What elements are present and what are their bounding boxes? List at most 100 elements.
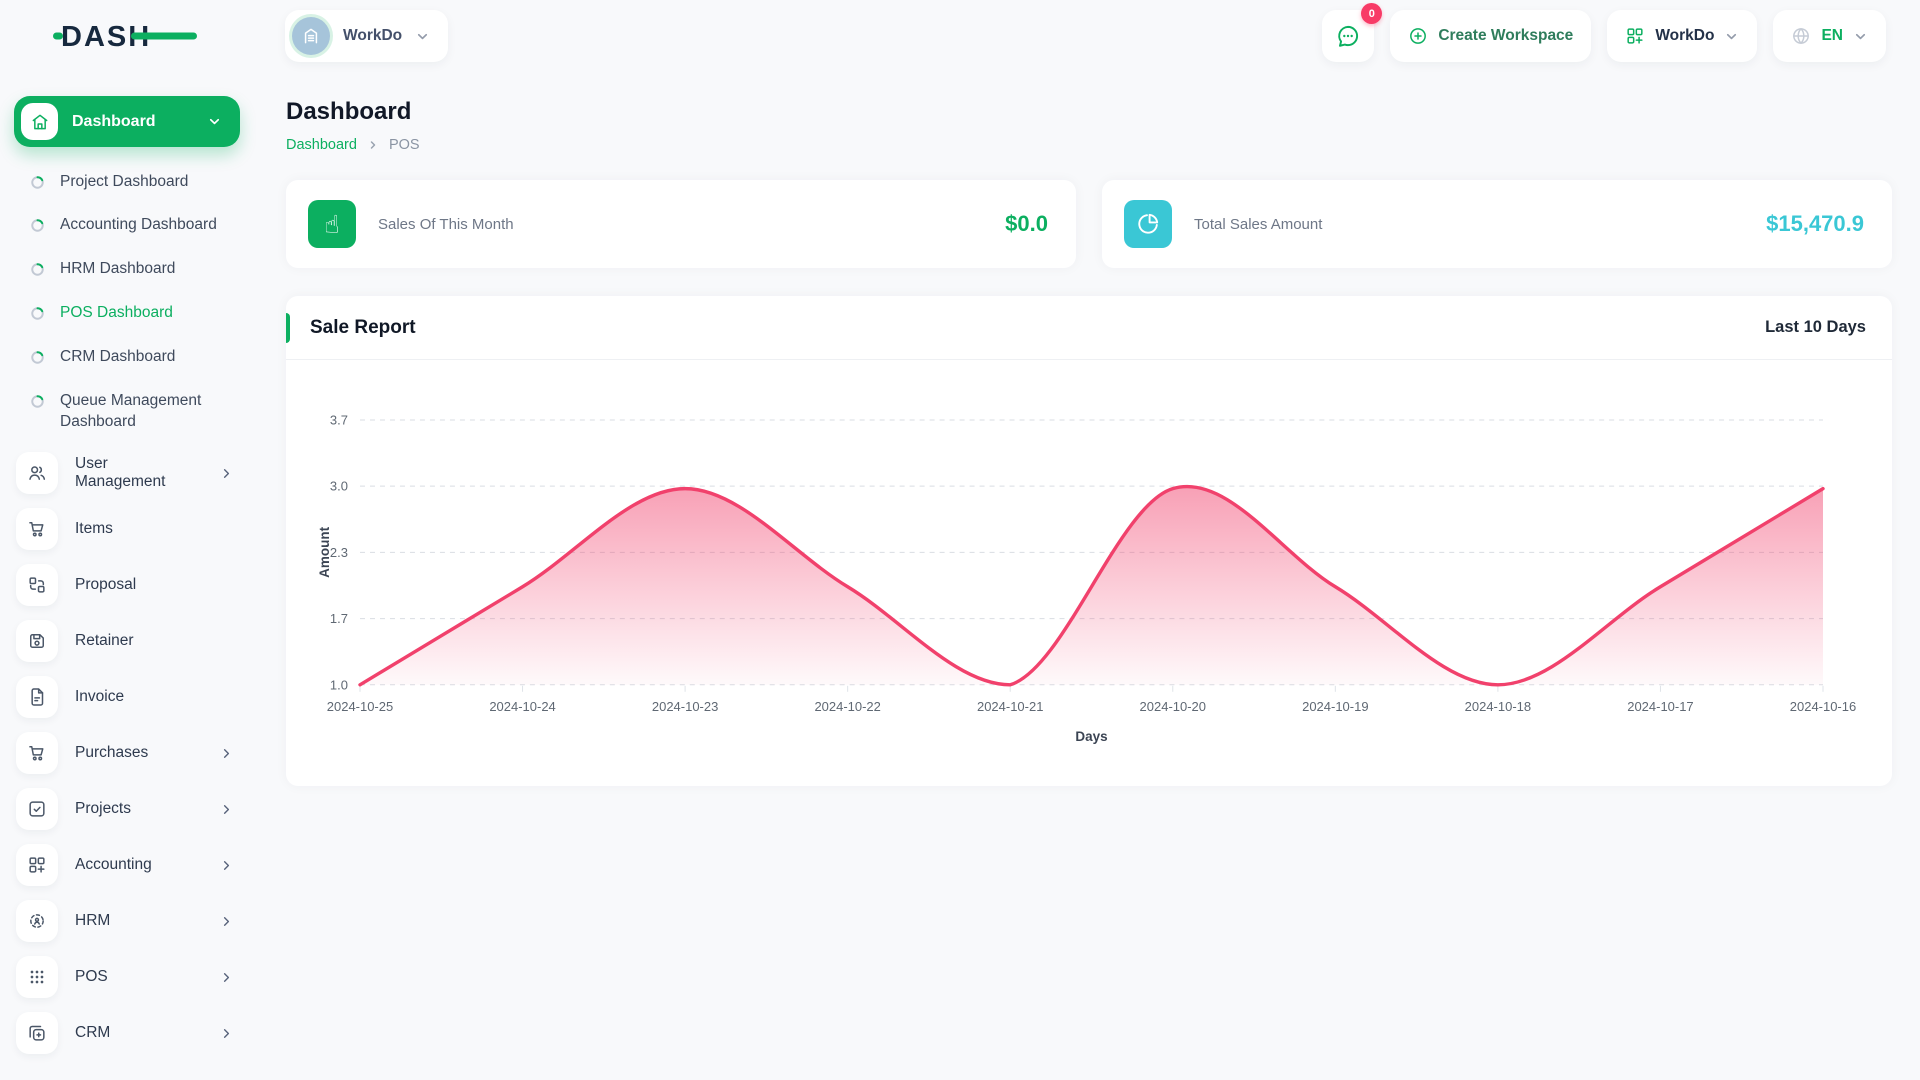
stat-card-sales-of-month: ☝ Sales Of This Month $0.0: [286, 180, 1076, 268]
messages-button[interactable]: 0: [1322, 3, 1383, 62]
pie-chart-icon: [1124, 200, 1172, 248]
sidebar-item-user-management[interactable]: User Management: [14, 452, 240, 495]
chevron-right-icon: [219, 970, 234, 985]
sale-report-header: Sale Report Last 10 Days: [286, 296, 1892, 360]
sidebar-item-pos[interactable]: POS: [14, 956, 240, 999]
sidebar-item-label: Projects: [75, 800, 131, 818]
workspace-avatar: [292, 17, 330, 55]
sidebar-item-label: Items: [75, 520, 113, 538]
sidebar-item-retainer[interactable]: Retainer: [14, 620, 240, 663]
chevron-right-icon: [219, 1026, 234, 1041]
crm-icon: [16, 1012, 58, 1055]
sidebar-item-label: CRM: [75, 1024, 111, 1042]
chevron-down-icon: [1724, 29, 1739, 44]
sidebar-item-accounting[interactable]: Accounting: [14, 844, 240, 887]
header-actions: 0 Create Workspace WorkDo EN: [1322, 3, 1886, 62]
sidebar-item-accounting-dashboard[interactable]: Accounting Dashboard: [30, 204, 240, 248]
breadcrumb-link-dashboard[interactable]: Dashboard: [286, 137, 357, 153]
sidebar-item-crm-dashboard[interactable]: CRM Dashboard: [30, 336, 240, 380]
svg-text:1.7: 1.7: [330, 611, 348, 626]
sub-bullet-icon: [30, 394, 45, 409]
workdo-menu-button[interactable]: WorkDo: [1607, 10, 1758, 62]
home-icon: [21, 103, 58, 140]
workdo-menu-label: WorkDo: [1655, 27, 1715, 44]
sub-bullet-icon: [30, 262, 45, 277]
sidebar-item-hrm-dashboard[interactable]: HRM Dashboard: [30, 248, 240, 292]
stat-value: $15,470.9: [1766, 211, 1864, 236]
page-title: Dashboard: [286, 98, 412, 125]
sidebar-item-label: Project Dashboard: [60, 172, 189, 190]
stat-cards: ☝ Sales Of This Month $0.0 Total Sales A…: [286, 180, 1892, 268]
svg-text:Amount: Amount: [317, 526, 332, 577]
messages-badge: 0: [1361, 3, 1383, 24]
sidebar-item-label: Queue Management Dashboard: [60, 392, 202, 431]
svg-text:3.0: 3.0: [330, 479, 348, 494]
dashboard-submenu: Project Dashboard Accounting Dashboard HRM…: [14, 160, 240, 444]
chevron-down-icon: [207, 114, 222, 129]
sidebar-item-purchases[interactable]: Purchases: [14, 732, 240, 775]
sidebar-item-proposal[interactable]: Proposal: [14, 564, 240, 607]
language-selector[interactable]: EN: [1773, 10, 1886, 62]
sub-bullet-icon: [30, 350, 45, 365]
hrm-icon: [16, 900, 58, 943]
create-workspace-button[interactable]: Create Workspace: [1390, 10, 1592, 62]
sidebar-item-crm[interactable]: CRM: [14, 1012, 240, 1055]
breadcrumb: Dashboard POS: [286, 137, 1892, 153]
svg-text:Days: Days: [1075, 729, 1107, 744]
chevron-right-icon: [219, 858, 234, 873]
report-range-label: Last 10 Days: [1765, 318, 1866, 336]
sidebar-item-items[interactable]: Items: [14, 508, 240, 551]
svg-text:2024-10-23: 2024-10-23: [652, 699, 718, 714]
sub-bullet-icon: [30, 306, 45, 321]
sidebar-item-pos-dashboard[interactable]: POS Dashboard: [30, 292, 240, 336]
sales-chart[interactable]: 1.0 1.7 2.3 3.0 3.7 Amount 2024-10-25 2024-10-2…: [286, 360, 1892, 752]
svg-text:2024-10-24: 2024-10-24: [489, 699, 555, 714]
sale-report-card: Sale Report Last 10 Days 1.0 1.7 2.3 3.0 3.7…: [286, 296, 1892, 786]
svg-text:2024-10-21: 2024-10-21: [977, 699, 1043, 714]
sidebar-item-label: Accounting: [75, 856, 152, 874]
sidebar-item-hrm[interactable]: HRM: [14, 900, 240, 943]
invoice-icon: [16, 676, 58, 719]
sidebar-item-label: POS: [75, 968, 108, 986]
sidebar-item-label: User Management: [75, 455, 166, 491]
sidebar-item-queue-management-dashboard[interactable]: Queue Management Dashboard: [30, 380, 240, 445]
chevron-down-icon: [1853, 29, 1868, 44]
workspace-switcher[interactable]: WorkDo: [285, 10, 449, 62]
sidebar-item-dashboard[interactable]: Dashboard: [14, 96, 240, 147]
chevron-right-icon: [367, 139, 379, 151]
svg-text:1.0: 1.0: [330, 677, 348, 692]
sidebar-item-label: Dashboard: [72, 112, 156, 130]
sidebar-item-label: Invoice: [75, 688, 125, 706]
create-workspace-label: Create Workspace: [1438, 27, 1574, 44]
chevron-right-icon: [219, 746, 234, 761]
tap-icon: ☝: [308, 200, 356, 248]
sidebar-item-invoice[interactable]: Invoice: [14, 676, 240, 719]
sidebar-item-project-dashboard[interactable]: Project Dashboard: [30, 160, 240, 204]
stat-value: $0.0: [1005, 211, 1048, 236]
sidebar-item-projects[interactable]: Projects: [14, 788, 240, 831]
stat-label: Total Sales Amount: [1194, 215, 1323, 233]
area-chart[interactable]: 1.0 1.7 2.3 3.0 3.7 Amount 2024-10-25 2024-10-2…: [316, 384, 1862, 752]
svg-text:2024-10-17: 2024-10-17: [1627, 699, 1693, 714]
sub-bullet-icon: [30, 175, 45, 190]
breadcrumb-current: POS: [388, 137, 420, 153]
users-icon: [16, 452, 58, 495]
chevron-right-icon: [219, 466, 234, 481]
sidebar-item-label: HRM: [75, 912, 111, 930]
sidebar-item-label: CRM Dashboard: [60, 348, 176, 366]
chevron-right-icon: [219, 802, 234, 817]
report-title: Sale Report: [310, 316, 416, 338]
projects-icon: [16, 788, 58, 831]
stat-label: Sales Of This Month: [378, 215, 514, 233]
svg-text:2024-10-22: 2024-10-22: [814, 699, 880, 714]
workspace-name: WorkDo: [343, 27, 403, 44]
sidebar: Dashboard Project Dashboard Accounting Da…: [0, 72, 256, 1080]
sidebar-item-label: Purchases: [75, 744, 149, 762]
accent-bar: [286, 313, 290, 343]
pos-icon: [16, 956, 58, 999]
svg-text:2024-10-18: 2024-10-18: [1465, 699, 1531, 714]
sidebar-item-label: Accounting Dashboard: [60, 216, 217, 234]
svg-text:2024-10-25: 2024-10-25: [327, 699, 393, 714]
svg-text:2024-10-19: 2024-10-19: [1302, 699, 1368, 714]
sidebar-item-label: Retainer: [75, 632, 134, 650]
